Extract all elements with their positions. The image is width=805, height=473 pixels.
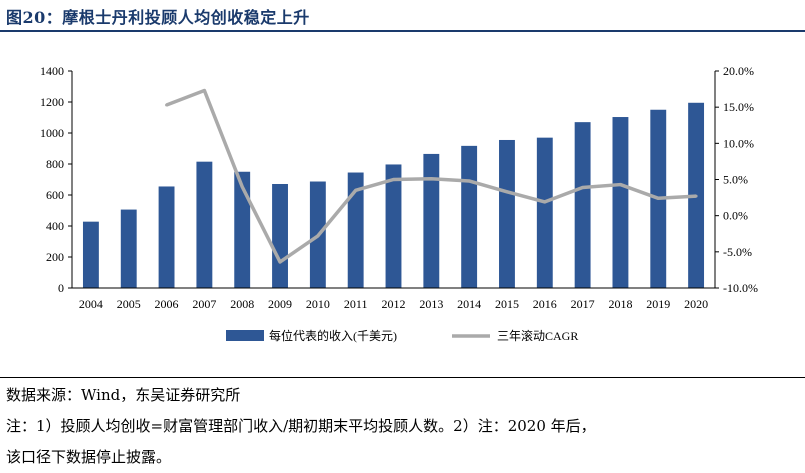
legend-label-cagr: 三年滚动CAGR [497,328,578,343]
cagr-point [278,260,282,264]
revenue-bar [536,137,553,288]
cagr-point [354,188,358,192]
y-left-tick-label: 1000 [40,126,64,140]
cagr-point [656,196,660,200]
y-left-tick-label: 600 [46,188,64,202]
y-right-tick-label: 20.0% [723,64,754,78]
footnote-line-1: 注：1）投顾人均创收=财富管理部门收入/期初期末平均投顾人数。2）注：2020 … [6,417,596,435]
revenue-bar [385,164,402,288]
y-right-tick-label: 5.0% [723,173,748,187]
cagr-point [694,194,698,198]
revenue-bar [612,117,629,288]
bar-series [82,102,705,289]
x-tick-label: 2020 [684,297,708,311]
chart-axes: 0 200 400 600 800 1000 1200 1400 -10.0% -5.0% 0.0%… [40,64,758,311]
x-tick-label: 2007 [192,297,216,311]
revenue-bar [574,122,591,289]
y-right-tick-label: 15.0% [723,100,754,114]
x-tick-label: 2014 [457,297,481,311]
revenue-bar [120,209,137,288]
cagr-point [543,200,547,204]
figure-title: 图20：摩根士丹利投顾人均创收稳定上升 [6,8,310,27]
legend-label-revenue: 每位代表的收入(千美元) [269,328,397,343]
title-divider [0,30,805,32]
revenue-bar [499,139,515,288]
y-left-tick-label: 800 [46,157,64,171]
cagr-line-series [165,88,698,264]
chart-legend: 每位代表的收入(千美元) 三年滚动CAGR [226,328,578,343]
y-left-tick-label: 1200 [40,95,64,109]
cagr-point [316,234,320,238]
cagr-point [202,89,206,93]
revenue-bar [82,221,99,288]
x-tick-label: 2013 [419,297,443,311]
x-tick-label: 2009 [268,297,292,311]
y-left-tick-label: 400 [46,219,64,233]
x-tick-label: 2005 [117,297,141,311]
revenue-bar [196,161,213,288]
cagr-point [505,190,509,194]
x-tick-label: 2010 [306,297,330,311]
revenue-bar [158,186,175,288]
legend-swatch-revenue [226,330,264,341]
cagr-point [581,185,585,189]
revenue-bar [347,172,364,288]
y-left-tick-label: 1400 [40,64,64,78]
x-tick-label: 2016 [533,297,557,311]
footnote-line-2: 该口径下数据停止披露。 [6,448,172,466]
x-tick-label: 2004 [79,297,103,311]
revenue-bar [461,145,478,288]
x-tick-label: 2015 [495,297,519,311]
footer-divider [0,377,805,378]
data-source: 数据来源：Wind，东吴证券研究所 [6,386,241,404]
cagr-point [618,183,622,187]
x-tick-label: 2012 [382,297,406,311]
x-tick-label: 2011 [344,297,368,311]
revenue-bar [423,153,440,288]
combo-chart: 0 200 400 600 800 1000 1200 1400 -10.0% -5.0% 0.0%… [40,64,758,343]
y-left-tick-label: 200 [46,250,64,264]
x-tick-label: 2019 [646,297,670,311]
revenue-bar [234,171,251,288]
cagr-point [165,103,169,107]
cagr-point [392,178,395,181]
cagr-point [240,185,244,189]
cagr-point [429,177,433,181]
y-right-tick-label: 0.0% [723,209,748,223]
x-tick-label: 2006 [155,297,179,311]
y-right-tick-label: -5.0% [723,245,752,259]
x-tick-label: 2018 [608,297,632,311]
y-left-tick-label: 0 [58,281,64,295]
cagr-point [467,179,471,183]
x-tick-label: 2017 [571,297,595,311]
revenue-bar [272,183,288,288]
x-tick-label: 2008 [230,297,254,311]
y-right-tick-label: -10.0% [723,281,758,295]
y-right-tick-label: 10.0% [723,136,754,150]
